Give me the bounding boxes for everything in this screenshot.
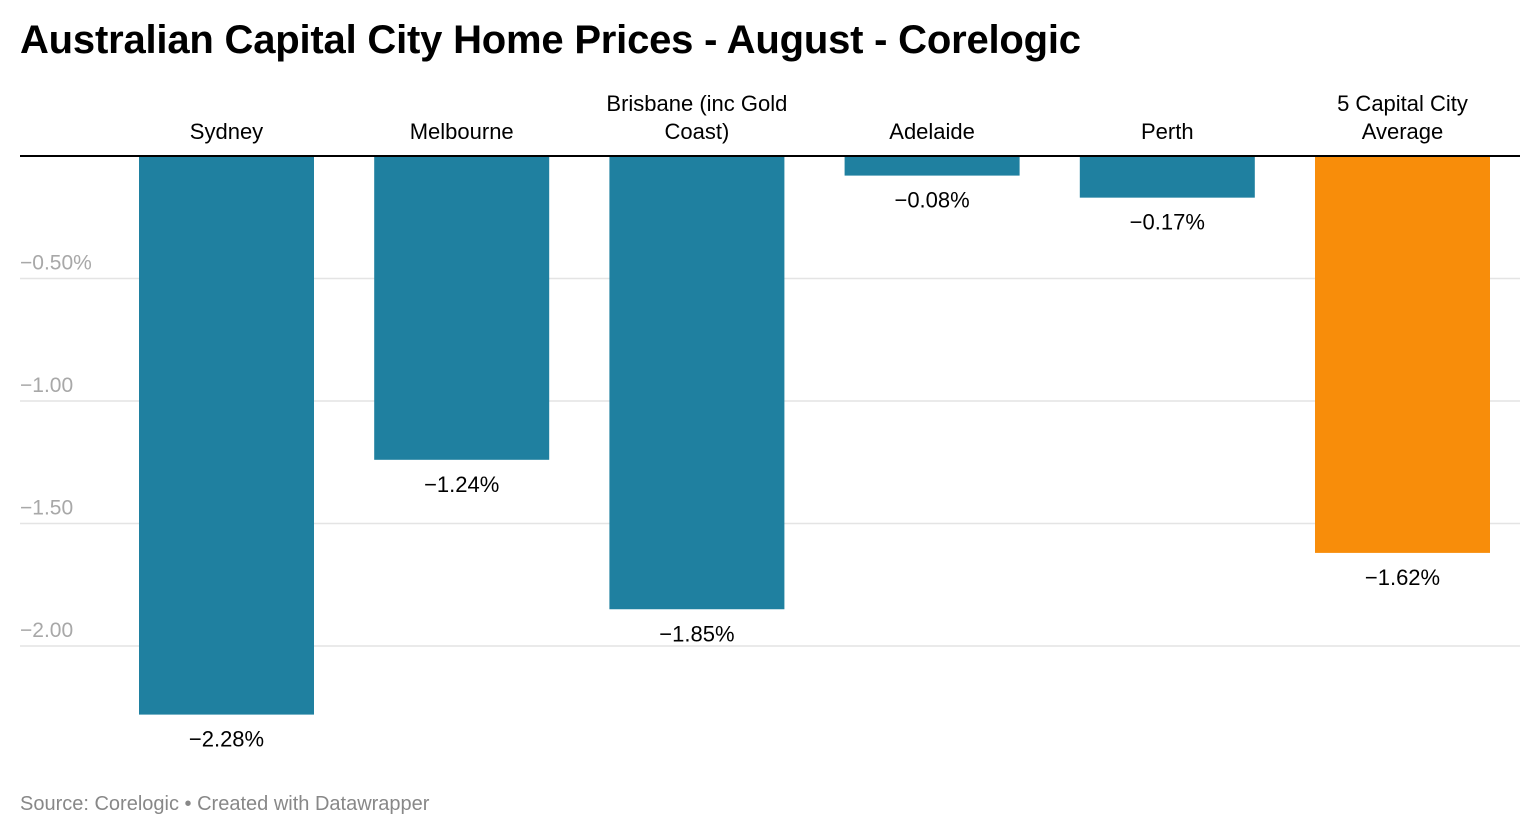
y-tick-label: −1.00 <box>20 374 73 397</box>
source-text: Source: Corelogic <box>20 793 179 815</box>
bar <box>374 156 550 460</box>
category-label-line: Sydney <box>190 119 263 144</box>
category-label: Sydney <box>190 119 263 144</box>
category-label-line: Coast) <box>665 119 730 144</box>
category-label: Adelaide <box>889 119 975 144</box>
bar-chart: −0.50% −1.00 −1.50 −2.00 Sydney Melbourne Bri… <box>20 91 1520 752</box>
category-label: Melbourne <box>410 119 514 144</box>
bars <box>139 156 1490 715</box>
y-tick-label: −2.00 <box>20 619 73 642</box>
category-label-line: Adelaide <box>889 119 975 144</box>
bar <box>609 156 785 610</box>
credit-text: Created with Datawrapper <box>197 793 430 815</box>
bar-value-label: −1.24% <box>424 472 499 497</box>
category-label: Brisbane (inc Gold Coast) <box>606 91 787 144</box>
bar <box>844 156 1020 176</box>
category-labels: Sydney Melbourne Brisbane (inc Gold Coast) A… <box>190 91 1468 144</box>
value-labels: −2.28% −1.24% −1.85% −0.08% −0.17% −1.62% <box>189 188 1440 752</box>
y-axis-ticks: −0.50% −1.00 −1.50 −2.00 <box>20 252 92 643</box>
category-label-line: Average <box>1362 119 1444 144</box>
category-label-line: 5 Capital City <box>1337 91 1468 116</box>
bar <box>1079 156 1255 198</box>
bar-value-label: −0.08% <box>894 188 969 213</box>
category-label-line: Brisbane (inc Gold <box>606 91 787 116</box>
bar <box>1315 156 1490 553</box>
category-label-line: Perth <box>1141 119 1194 144</box>
bar-value-label: −1.62% <box>1365 565 1440 590</box>
bar <box>139 156 314 715</box>
footer: Source: Corelogic • Created with Datawra… <box>20 793 429 816</box>
category-label: Perth <box>1141 119 1194 144</box>
category-label-line: Melbourne <box>410 119 514 144</box>
bar-value-label: −2.28% <box>189 727 264 752</box>
y-tick-label: −1.50 <box>20 497 73 520</box>
category-label: 5 Capital City Average <box>1337 91 1468 144</box>
bar-value-label: −0.17% <box>1130 210 1205 235</box>
chart-title: Australian Capital City Home Prices - Au… <box>20 18 1081 62</box>
bar-value-label: −1.85% <box>659 621 734 646</box>
footer-separator: • <box>184 793 192 815</box>
y-tick-label: −0.50% <box>20 252 92 275</box>
